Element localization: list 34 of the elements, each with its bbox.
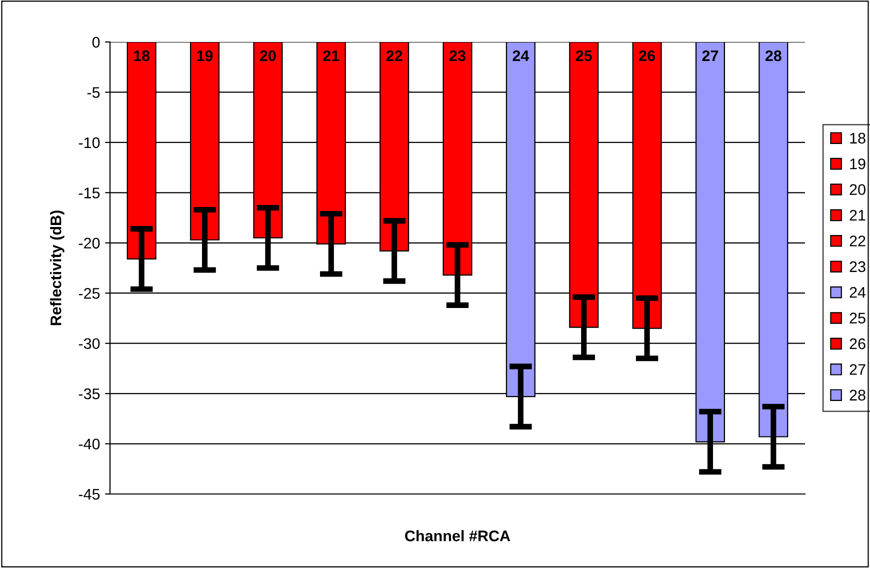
y-tick-label: -30 <box>78 338 100 350</box>
legend-label: 26 <box>850 338 866 350</box>
x-axis-title: Channel #RCA <box>405 530 510 542</box>
legend-label: 19 <box>850 158 866 170</box>
x-tick-label: 22 <box>386 50 402 62</box>
x-tick-label: 24 <box>512 50 530 62</box>
legend-label: 20 <box>850 184 866 195</box>
legend-label: 18 <box>850 132 866 144</box>
y-tick-label: -25 <box>78 288 100 299</box>
x-tick-label: 18 <box>134 50 150 62</box>
x-tick-label: 28 <box>765 50 782 62</box>
x-tick-label: 21 <box>323 50 340 62</box>
legend-label: 22 <box>850 236 866 246</box>
legend-label: 25 <box>850 312 866 324</box>
legend-label: 24 <box>850 286 866 298</box>
y-tick-label: -20 <box>78 238 100 249</box>
y-tick-label: -40 <box>78 438 100 450</box>
x-tick-label: 26 <box>639 50 655 62</box>
y-tick-label: 0 <box>92 36 100 48</box>
x-tick-label: 20 <box>260 50 276 62</box>
y-tick-label: -35 <box>78 388 100 400</box>
legend-label: 23 <box>850 261 866 272</box>
legend-label: 28 <box>850 390 866 401</box>
x-tick-label: 25 <box>576 50 592 62</box>
y-axis-title: Reflectivity (dB) <box>50 210 64 326</box>
x-tick-label: 23 <box>450 50 466 62</box>
legend-label: 21 <box>850 210 866 221</box>
legend-label: 27 <box>850 364 866 375</box>
y-tick-label: -15 <box>78 188 100 198</box>
y-tick-label: -10 <box>78 137 100 148</box>
x-tick-label: 27 <box>702 50 718 62</box>
y-tick-label: -45 <box>78 489 100 500</box>
y-tick-label: -5 <box>87 87 100 98</box>
x-tick-label: 19 <box>197 50 213 62</box>
